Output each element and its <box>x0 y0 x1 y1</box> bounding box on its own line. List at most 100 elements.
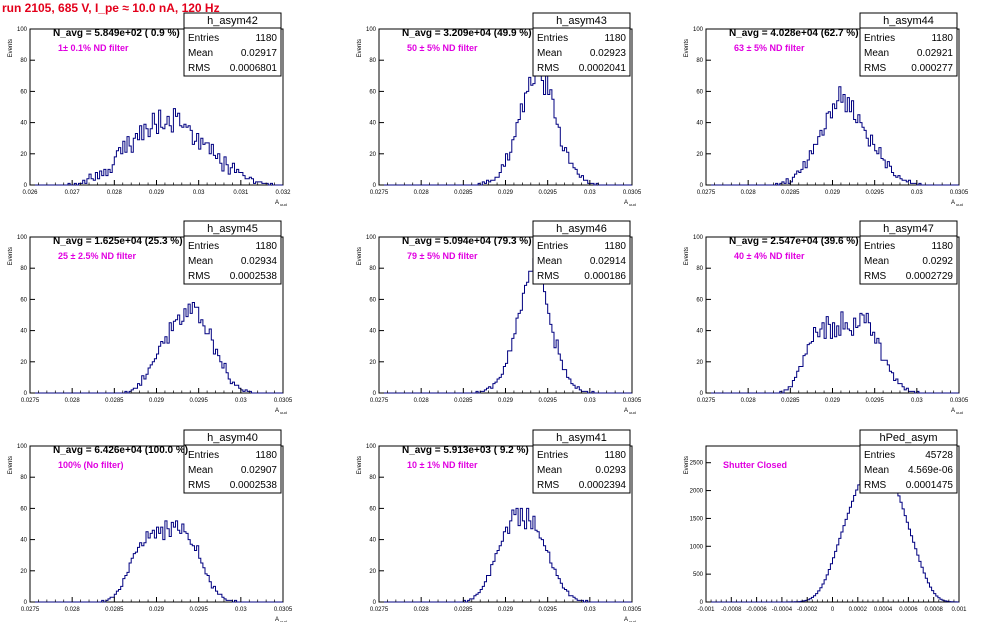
x-tick-label: 0.0285 <box>105 398 124 404</box>
y-tick-label: 100 <box>366 444 377 450</box>
x-tick-label: 0.0295 <box>538 398 557 404</box>
y-tick-label: 0 <box>24 183 28 189</box>
stats-value: 0.0002538 <box>230 480 278 491</box>
stats-label: Mean <box>864 48 889 59</box>
y-axis-label: Events <box>684 456 690 474</box>
x-axis-label: A uud <box>275 408 287 415</box>
filter-label: 1± 0.1% ND filter <box>58 43 129 53</box>
x-tick-label: 0.0002 <box>849 607 868 613</box>
x-tick-label: 0.028 <box>414 190 430 196</box>
x-tick-label: 0.0004 <box>874 607 893 613</box>
x-axis-label: A uud <box>624 617 636 622</box>
stats-name: h_asym44 <box>883 15 934 27</box>
stats-label: Mean <box>864 465 889 476</box>
stats-label: RMS <box>537 480 560 491</box>
stats-label: Entries <box>864 450 895 461</box>
y-tick-label: 0 <box>700 391 704 397</box>
stats-box <box>859 12 958 77</box>
histogram-line <box>30 108 283 186</box>
filter-label: Shutter Closed <box>723 460 787 470</box>
stats-box <box>183 12 282 77</box>
stats-label: RMS <box>864 271 887 282</box>
histogram-panel-hPed_asym: -0.001 -0.0008 -0.0006 -0.0004 -0.0002 0 0.000… <box>684 429 967 613</box>
x-tick-label: 0.0295 <box>189 398 208 404</box>
x-tick-label: 0.0305 <box>623 607 642 613</box>
x-tick-label: 0.029 <box>825 190 841 196</box>
x-axis-label-subscript: uud <box>279 410 287 415</box>
filter-label: 10 ± 1% ND filter <box>407 460 478 470</box>
y-tick-label: 80 <box>20 266 27 272</box>
stats-value: 0.02907 <box>241 465 278 476</box>
x-axis-label-subscript: uud <box>279 202 287 207</box>
y-tick-label: 40 <box>369 329 376 335</box>
x-tick-label: 0.029 <box>149 398 165 404</box>
y-axis-label: Events <box>684 247 690 265</box>
stats-value: 0.02914 <box>590 256 627 267</box>
histogram-line <box>706 456 959 603</box>
x-tick-label: 0.028 <box>65 398 81 404</box>
y-tick-label: 40 <box>20 538 27 544</box>
y-tick-label: 80 <box>20 58 27 64</box>
histogram-line <box>379 507 632 603</box>
x-tick-label: -0.001 <box>697 607 715 613</box>
x-tick-label: 0.03 <box>584 190 596 196</box>
stats-label: Entries <box>864 33 895 44</box>
stats-value: 0.0002394 <box>579 480 627 491</box>
x-tick-label: 0.0006 <box>899 607 918 613</box>
stats-label: RMS <box>537 63 560 74</box>
histogram-line <box>706 311 959 394</box>
filter-label: 63 ± 5% ND filter <box>734 43 805 53</box>
y-tick-label: 0 <box>24 600 28 606</box>
x-tick-label: 0.03 <box>235 607 247 613</box>
x-tick-label: 0.031 <box>233 190 249 196</box>
y-tick-label: 0 <box>700 600 704 606</box>
y-axis-label: Events <box>357 39 363 57</box>
y-tick-label: 60 <box>20 297 27 303</box>
histogram-panel-h_asym42: 0.026 0.027 0.028 0.029 0.03 0.031 0.032 0 20 40 6… <box>8 12 291 207</box>
n-avg-label: N_avg = 2.547e+04 (39.6 %) <box>729 236 859 247</box>
x-tick-label: 0.029 <box>498 607 514 613</box>
stats-label: Mean <box>188 256 213 267</box>
y-tick-label: 60 <box>369 506 376 512</box>
x-tick-label: 0.0305 <box>274 607 293 613</box>
y-tick-label: 80 <box>369 475 376 481</box>
x-tick-label: 0.026 <box>22 190 38 196</box>
y-tick-label: 40 <box>696 121 703 127</box>
n-avg-label: N_avg = 5.913e+03 ( 9.2 %) <box>402 445 529 456</box>
n-avg-label: N_avg = 5.849e+02 ( 0.9 %) <box>53 28 180 39</box>
stats-label: Mean <box>188 48 213 59</box>
stats-value: 0.0292 <box>922 256 953 267</box>
y-tick-label: 0 <box>373 391 377 397</box>
y-tick-label: 60 <box>696 89 703 95</box>
stats-box <box>532 429 631 494</box>
x-tick-label: 0.0275 <box>370 607 389 613</box>
stats-box <box>183 220 282 285</box>
filter-label: 100% (No filter) <box>58 460 124 470</box>
y-tick-label: 500 <box>693 572 704 578</box>
y-tick-label: 100 <box>17 235 28 241</box>
y-tick-label: 80 <box>20 475 27 481</box>
x-axis-label-subscript: uud <box>955 410 963 415</box>
x-tick-label: 0.0285 <box>781 398 800 404</box>
y-tick-label: 20 <box>696 360 703 366</box>
y-tick-label: 40 <box>696 329 703 335</box>
y-tick-label: 60 <box>369 297 376 303</box>
y-axis-label: Events <box>357 247 363 265</box>
stats-value: 0.0002729 <box>906 271 954 282</box>
x-tick-label: 0.032 <box>275 190 291 196</box>
n-avg-label: N_avg = 1.625e+04 (25.3 %) <box>53 236 183 247</box>
y-tick-label: 20 <box>20 360 27 366</box>
x-tick-label: 0.0295 <box>538 607 557 613</box>
x-axis-label: A uud <box>275 200 287 207</box>
histogram-panel-h_asym47: 0.0275 0.028 0.0285 0.029 0.0295 0.03 0.0305 0 2… <box>684 220 969 415</box>
stats-label: Mean <box>537 465 562 476</box>
stats-value: 0.0002041 <box>579 63 627 74</box>
stats-box <box>532 12 631 77</box>
histogram-line <box>379 50 632 186</box>
stats-label: Mean <box>864 256 889 267</box>
x-tick-label: 0 <box>831 607 835 613</box>
y-tick-label: 100 <box>693 235 704 241</box>
y-tick-label: 20 <box>369 569 376 575</box>
y-tick-label: 100 <box>366 27 377 33</box>
